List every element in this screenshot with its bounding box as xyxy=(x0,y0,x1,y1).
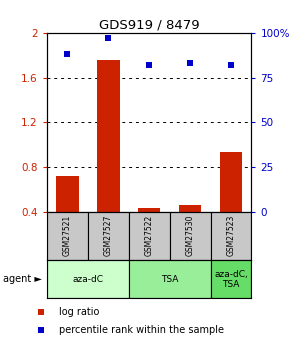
Point xyxy=(106,36,111,41)
Bar xyxy=(56,176,79,212)
Bar xyxy=(129,212,170,260)
Bar xyxy=(211,212,251,260)
Text: GSM27521: GSM27521 xyxy=(63,215,72,256)
Text: GSM27523: GSM27523 xyxy=(227,215,235,256)
Point xyxy=(228,62,233,68)
Point xyxy=(188,60,193,66)
Bar xyxy=(220,152,242,212)
Bar xyxy=(138,208,161,212)
Bar xyxy=(47,260,129,298)
Text: aza-dC,
TSA: aza-dC, TSA xyxy=(214,270,248,289)
Title: GDS919 / 8479: GDS919 / 8479 xyxy=(99,19,200,32)
Point xyxy=(147,62,152,68)
Bar xyxy=(129,260,211,298)
Bar xyxy=(211,260,251,298)
Bar xyxy=(97,60,120,212)
Text: GSM27527: GSM27527 xyxy=(104,215,113,256)
Bar xyxy=(170,212,211,260)
Point xyxy=(38,327,43,333)
Bar xyxy=(47,212,88,260)
Text: aza-dC: aza-dC xyxy=(72,275,103,284)
Point xyxy=(65,51,70,57)
Text: GSM27530: GSM27530 xyxy=(186,215,195,256)
Text: agent ►: agent ► xyxy=(3,275,42,284)
Text: GSM27522: GSM27522 xyxy=(145,215,154,256)
Bar xyxy=(179,205,201,212)
Text: percentile rank within the sample: percentile rank within the sample xyxy=(59,325,224,335)
Text: TSA: TSA xyxy=(161,275,178,284)
Text: log ratio: log ratio xyxy=(59,307,99,317)
Point xyxy=(38,309,43,315)
Bar xyxy=(88,212,129,260)
